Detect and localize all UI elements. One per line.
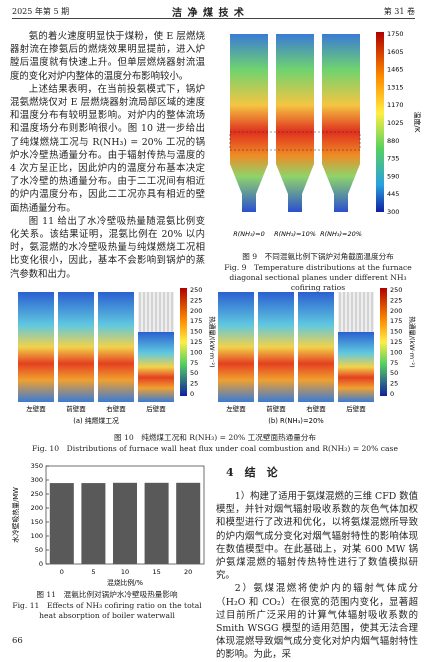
y-tick-label: 0 bbox=[39, 560, 43, 568]
colorbar bbox=[380, 288, 387, 396]
colorbar-tick-label: 225 bbox=[390, 296, 402, 304]
colorbar-label: 温度/K bbox=[413, 112, 422, 133]
wall-label: 后壁面 bbox=[346, 404, 366, 413]
colorbar-tick-label: 175 bbox=[190, 317, 202, 325]
bar bbox=[81, 483, 106, 564]
fig10-caption-en: Fig. 10 Distributions of furnace wall he… bbox=[32, 444, 398, 453]
header-left: 2025 年第 5 期 bbox=[12, 7, 70, 16]
bar bbox=[112, 482, 138, 564]
x-tick-label: 10 bbox=[121, 568, 129, 576]
y-tick-label: 50 bbox=[35, 546, 43, 554]
panel-label: R(NH₃)=10% bbox=[274, 230, 316, 238]
panel-label: (b) R(NH₃)=20% bbox=[268, 417, 324, 425]
paragraph: 2）氨煤混燃将使炉内的辐射气体成分（H₂O 和 CO₂）在很宽的范围内变化，显著… bbox=[216, 583, 418, 661]
colorbar-tick-label: 0 bbox=[390, 390, 394, 398]
paragraph: 1）构建了适用于氨煤混燃的三维 CFD 数值模型，并针对烟气辐射吸收系数的灰色气… bbox=[216, 491, 418, 582]
bar bbox=[176, 482, 201, 564]
x-tick-label: 5 bbox=[91, 568, 95, 576]
panel-label: (a) 纯燃煤工况 bbox=[73, 416, 119, 425]
bar bbox=[49, 483, 74, 564]
right-text: 1）构建了适用于氨煤混燃的三维 CFD 数值模型，并针对烟气辐射吸收系数的灰色气… bbox=[216, 490, 418, 662]
wall-label: 后壁面 bbox=[146, 404, 166, 413]
colorbar-tick-label: 25 bbox=[390, 380, 398, 388]
colorbar-tick-label: 445 bbox=[387, 190, 399, 198]
heat-flux-maps bbox=[18, 292, 374, 402]
colorbar-tick-label: 1605 bbox=[387, 48, 404, 56]
colorbar-tick-label: 1025 bbox=[387, 119, 404, 127]
wall-label: 前壁面 bbox=[66, 404, 86, 413]
y-tick-label: 250 bbox=[31, 490, 43, 498]
colorbar-tick-label: 590 bbox=[387, 172, 399, 180]
colorbar-tick-label: 100 bbox=[390, 348, 402, 356]
colorbar-tick-label: 300 bbox=[387, 208, 399, 216]
left-text: 氨的着火速度明显快于煤粉，使 E 层燃烧器射流在掺氨后的燃烧效果明显提前，进入炉… bbox=[10, 30, 205, 281]
x-axis-title: 混烧比例/% bbox=[107, 578, 143, 587]
contour-images bbox=[229, 34, 361, 212]
colorbar-tick-label: 75 bbox=[390, 359, 398, 367]
colorbar-tick-label: 0 bbox=[190, 390, 194, 398]
panel-label: R(NH₃)=0 bbox=[233, 230, 265, 238]
colorbar-tick-label: 250 bbox=[390, 286, 402, 294]
paragraph: 图 11 给出了水冷壁吸热量随混氨比例变化关系。该结果证明，混氨比例在 20% … bbox=[10, 215, 205, 280]
colorbar-tick-label: 75 bbox=[190, 359, 198, 367]
x-tick-label: 20 bbox=[184, 568, 192, 576]
fig9-caption-en: Fig. 9 Temperature distributions at the … bbox=[224, 263, 412, 292]
colorbar bbox=[376, 32, 384, 212]
colorbar-label: 热通量/(kW·m⁻²) bbox=[208, 316, 217, 367]
wall-label: 右壁面 bbox=[306, 404, 326, 413]
fig9-caption-cn: 图 9 不同混氨比例下锅炉对角截面温度分布 bbox=[242, 252, 394, 261]
colorbar-tick-label: 1170 bbox=[387, 101, 404, 109]
colorbar bbox=[180, 288, 187, 396]
colorbar-tick-label: 200 bbox=[390, 307, 402, 315]
section-title: 4 结 论 bbox=[226, 466, 278, 479]
colorbar-tick-label: 200 bbox=[190, 307, 202, 315]
panel-label: R(NH₃)=20% bbox=[320, 230, 362, 238]
colorbar-tick-label: 1315 bbox=[387, 83, 404, 91]
wall-label: 左壁面 bbox=[26, 404, 46, 413]
y-axis-title: 水冷壁吸热量/MW bbox=[11, 487, 20, 543]
header: 2025 年第 5 期 洁 净 煤 技 术 第 31 卷 bbox=[12, 4, 415, 19]
colorbar-tick-label: 225 bbox=[190, 296, 202, 304]
wall-label: 前壁面 bbox=[266, 404, 286, 413]
x-tick-label: 15 bbox=[152, 568, 160, 576]
wall-label: 左壁面 bbox=[226, 404, 246, 413]
colorbar-tick-label: 100 bbox=[190, 348, 202, 356]
y-tick-label: 300 bbox=[31, 476, 43, 484]
figure-9: 1750 1605 1465 1315 1170 1025 880 735 590 445 300 温… bbox=[229, 30, 422, 238]
header-right: 第 31 卷 bbox=[383, 7, 415, 16]
colorbar-tick-label: 25 bbox=[190, 380, 198, 388]
fig10-caption-cn: 图 10 纯燃煤工况和 R(NH₃) = 20% 工况壁面热通量分布 bbox=[113, 433, 317, 442]
colorbar-tick-label: 50 bbox=[190, 369, 198, 377]
colorbar-tick-label: 175 bbox=[390, 317, 402, 325]
bar bbox=[144, 482, 169, 564]
colorbar-tick-label: 1750 bbox=[387, 30, 404, 38]
colorbar-label: 热通量/(kW·m⁻²) bbox=[408, 316, 417, 367]
y-tick-label: 150 bbox=[31, 518, 43, 526]
y-tick-label: 350 bbox=[31, 462, 43, 470]
colorbar-tick-label: 880 bbox=[387, 137, 399, 145]
paragraph: 氨的着火速度明显快于煤粉，使 E 层燃烧器射流在掺氨后的燃烧效果明显提前，进入炉… bbox=[10, 31, 205, 82]
figure-10: 2502252001751501251007550250热通量/(kW·m⁻²)… bbox=[18, 286, 417, 425]
page-number: 66 bbox=[12, 636, 23, 646]
colorbar-tick-label: 735 bbox=[387, 155, 399, 163]
x-tick-label: 0 bbox=[60, 568, 64, 576]
colorbar-tick-label: 150 bbox=[390, 328, 402, 336]
y-tick-label: 100 bbox=[31, 532, 43, 540]
colorbar-tick-label: 1465 bbox=[387, 66, 404, 74]
paragraph: 上述结果表明，在当前投氨模式下，锅炉混氨燃烧仅对 E 层燃烧器射流局部区域的速度… bbox=[10, 83, 205, 214]
fig11-caption-cn: 图 11 混氨比例对锅炉水冷壁吸热量影响 bbox=[36, 590, 178, 599]
colorbar-tick-label: 125 bbox=[190, 338, 202, 346]
journal-title: 洁 净 煤 技 术 bbox=[172, 8, 245, 19]
y-tick-label: 200 bbox=[31, 504, 43, 512]
colorbar-tick-label: 125 bbox=[390, 338, 402, 346]
colorbar-tick-label: 50 bbox=[390, 369, 398, 377]
wall-label: 右壁面 bbox=[106, 404, 126, 413]
colorbar-tick-label: 150 bbox=[190, 328, 202, 336]
figure-11-chart: 0 50 100 150 200 250 300 350 0 5 10 15 20 混烧比例/% 水冷壁吸热… bbox=[11, 462, 205, 587]
fig11-caption-en: Fig. 11 Effects of NH₃ cofiring ratio on… bbox=[12, 601, 202, 620]
colorbar-tick-label: 250 bbox=[190, 286, 202, 294]
